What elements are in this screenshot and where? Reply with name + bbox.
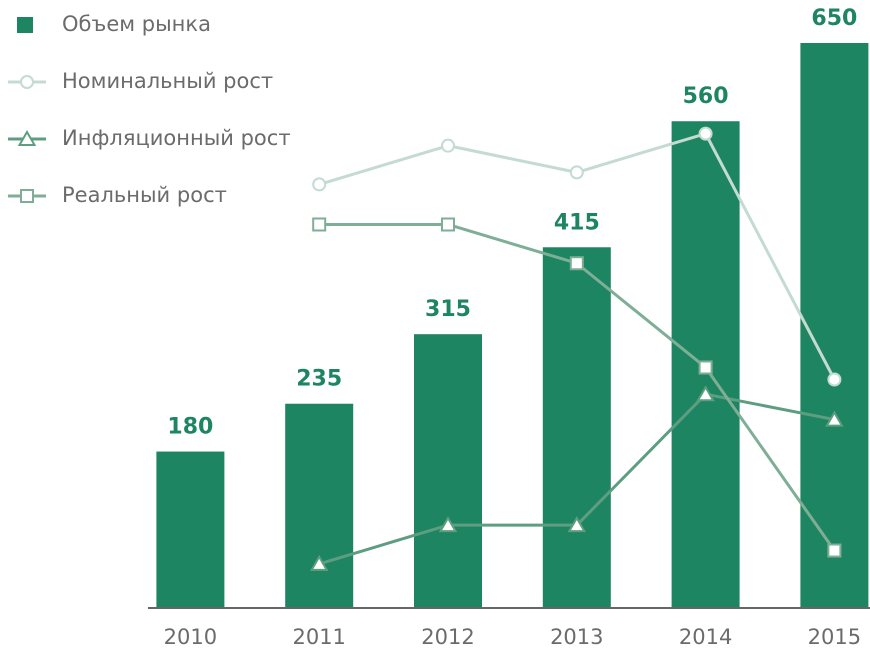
x-tick-label: 2013 bbox=[550, 625, 603, 649]
x-tick-label: 2010 bbox=[164, 625, 217, 649]
legend-marker bbox=[20, 75, 34, 89]
bar bbox=[414, 334, 482, 608]
value-label: 560 bbox=[683, 84, 729, 109]
bar bbox=[800, 43, 869, 608]
legend-label: Объем рынка bbox=[62, 12, 211, 36]
line-marker bbox=[441, 138, 455, 153]
value-label: 315 bbox=[425, 297, 471, 322]
line-marker bbox=[698, 126, 713, 141]
line-marker bbox=[441, 217, 455, 232]
line-marker bbox=[567, 516, 587, 533]
line-marker bbox=[825, 410, 844, 427]
line-marker bbox=[312, 217, 327, 232]
value-label: 180 bbox=[167, 415, 213, 440]
bar bbox=[542, 247, 611, 608]
line-marker bbox=[696, 385, 715, 402]
x-tick-label: 2014 bbox=[679, 625, 732, 649]
x-tick-label: 2011 bbox=[292, 625, 345, 649]
legend-label: Инфляционный рост bbox=[62, 126, 291, 150]
value-label: 415 bbox=[554, 210, 600, 235]
x-tick-label: 2015 bbox=[808, 625, 861, 649]
line-marker bbox=[309, 554, 329, 571]
legend-marker bbox=[20, 189, 34, 203]
value-label: 235 bbox=[296, 367, 342, 392]
line-marker bbox=[312, 177, 327, 192]
bar bbox=[285, 403, 354, 608]
legend-marker bbox=[17, 129, 37, 146]
line-marker bbox=[438, 516, 458, 533]
legend-label: Номинальный рост bbox=[62, 69, 273, 93]
x-tick-label: 2012 bbox=[421, 625, 474, 649]
bar bbox=[156, 451, 225, 608]
legend-swatch bbox=[17, 17, 33, 33]
line-marker bbox=[569, 256, 584, 271]
line-marker bbox=[698, 360, 713, 375]
line-marker bbox=[827, 543, 842, 558]
value-label: 650 bbox=[811, 6, 857, 31]
line-marker bbox=[569, 165, 584, 180]
legend-label: Реальный рост bbox=[62, 183, 227, 207]
line-marker bbox=[827, 372, 842, 387]
